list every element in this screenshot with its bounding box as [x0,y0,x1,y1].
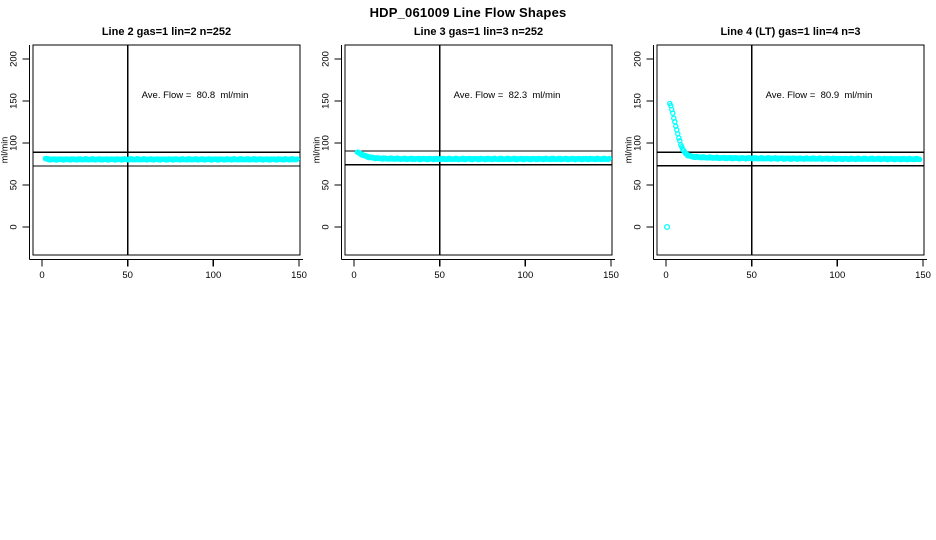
data-point [294,156,301,162]
data-point [606,155,613,162]
y-tick-label: 100 [633,135,644,151]
panel-line3: 0 50 100 150 200 ml/min 0 50 100 150 Line 3 gas=1… [312,0,624,300]
panel-line2-ave-flow-annotation: Ave. Flow = 80.8 ml/min [141,90,249,101]
plot-box [32,44,301,256]
y-axis-title: ml/min [624,137,634,164]
x-tick-label: 0 [39,270,44,281]
panel-line4-title: Line 4 (LT) gas=1 lin=4 n=3 [720,26,861,38]
x-axis: 0 50 100 150 [653,258,931,281]
panel-line2: 0 50 100 150 200 ml/min 0 50 100 150 Line 2 gas=1… [0,0,312,300]
data-point [676,135,682,141]
plot-box [656,44,925,256]
panel-line4: 0 50 100 150 200 ml/min 0 50 100 150 Line 4 (LT) … [624,0,936,300]
x-tick-label: 100 [517,270,533,281]
y-tick-label: 0 [633,224,644,229]
panel-line3-chart: 0 50 100 150 200 ml/min 0 50 100 150 [312,44,619,281]
x-tick-label: 50 [434,270,445,281]
panel-line4-chart: 0 50 100 150 200 ml/min 0 50 100 150 [624,44,931,281]
data-point [679,143,685,150]
main-title: HDP_061009 Line Flow Shapes [369,5,567,20]
y-tick-label: 150 [321,93,332,109]
data-point [670,110,676,116]
data-point [672,118,678,125]
panel-row: 0 50 100 150 200 ml/min 0 50 100 150 Line 2 gas=1… [0,0,936,300]
x-tick-label: 100 [829,270,845,281]
y-tick-label: 200 [633,51,644,67]
panel-line4-ave-flow-annotation: Ave. Flow = 80.9 ml/min [765,90,873,101]
data-point [916,156,923,163]
x-tick-label: 50 [746,270,757,281]
x-tick-label: 150 [291,270,307,281]
x-axis: 0 50 100 150 [29,258,307,281]
y-tick-label: 100 [321,135,332,151]
y-axis: 0 50 100 150 200 ml/min [0,45,31,260]
y-axis-title: ml/min [312,137,322,164]
y-tick-label: 0 [321,224,332,229]
y-tick-label: 50 [321,180,332,191]
reference-lines [657,45,924,255]
outlier-point [663,223,671,231]
panel-line3-title: Line 3 gas=1 lin=3 n=252 [413,26,544,38]
y-tick-label: 50 [633,180,644,191]
y-axis: 0 50 100 150 200 ml/min [312,45,343,260]
x-tick-label: 0 [663,270,668,281]
x-tick-label: 150 [915,270,931,281]
y-tick-label: 50 [9,180,20,191]
data-points [663,100,923,231]
x-tick-label: 100 [205,270,221,281]
reference-lines [33,45,300,255]
plot-box [344,44,613,256]
y-tick-label: 150 [633,93,644,109]
y-tick-label: 200 [321,51,332,67]
panel-line2-chart: 0 50 100 150 200 ml/min 0 50 100 150 [0,44,307,281]
panel-line2-title: Line 2 gas=1 lin=2 n=252 [101,26,232,38]
y-tick-label: 0 [9,224,20,229]
x-tick-label: 0 [351,270,356,281]
y-axis-title: ml/min [0,137,10,164]
x-axis: 0 50 100 150 [341,258,619,281]
y-tick-label: 100 [9,135,20,151]
x-tick-label: 150 [603,270,619,281]
reference-lines [345,45,612,255]
y-tick-label: 150 [9,93,20,109]
y-axis: 0 50 100 150 200 ml/min [624,45,655,260]
data-points [42,155,301,163]
y-tick-label: 200 [9,51,20,67]
panel-line3-ave-flow-annotation: Ave. Flow = 82.3 ml/min [453,90,561,101]
x-tick-label: 50 [122,270,133,281]
data-points [354,149,613,163]
